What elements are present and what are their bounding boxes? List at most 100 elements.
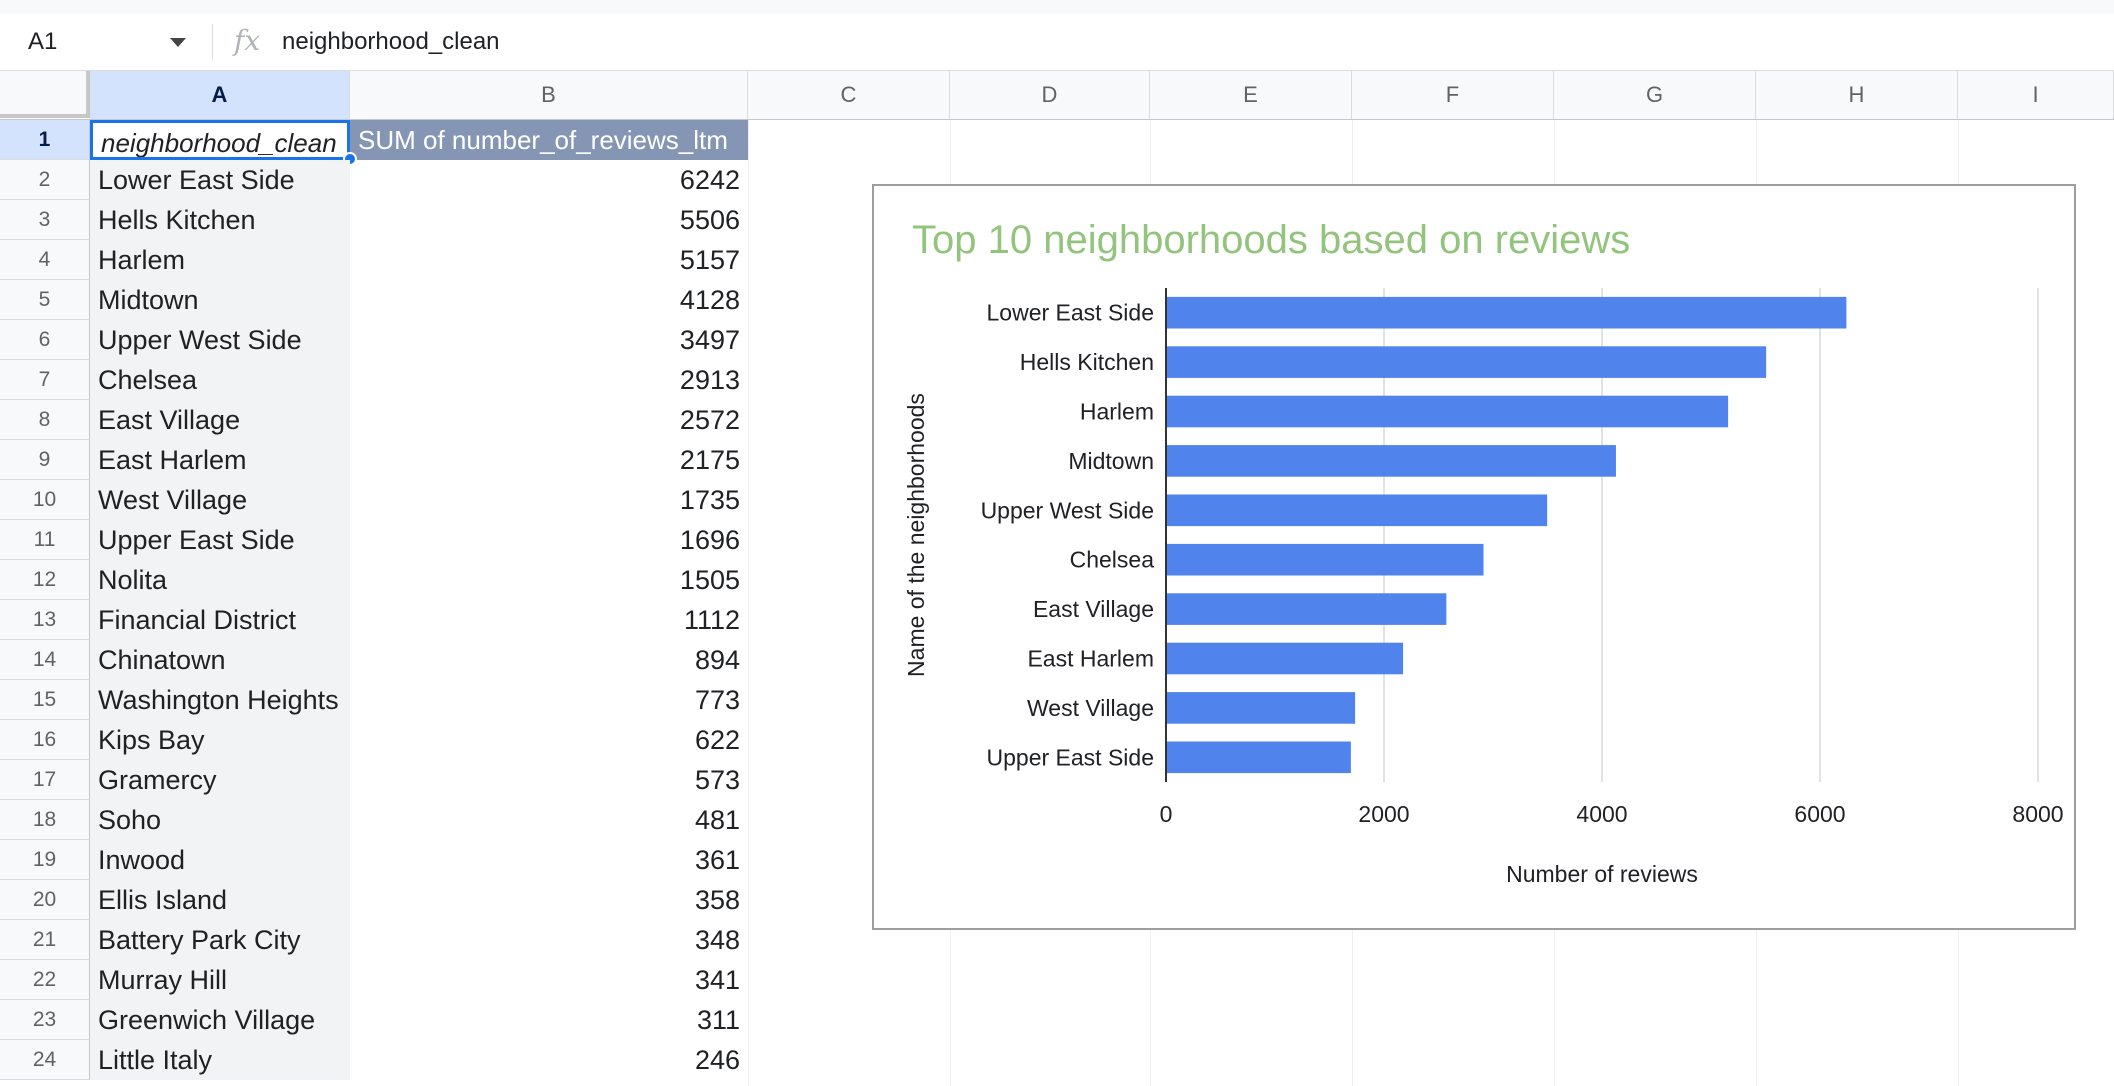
row-header-7[interactable]: 7 (0, 360, 90, 400)
column-header-d[interactable]: D (950, 71, 1150, 119)
cell-neighborhood[interactable]: Washington Heights (90, 680, 350, 720)
row-header-14[interactable]: 14 (0, 640, 90, 680)
cell-review-count[interactable]: 2175 (679, 445, 740, 475)
cell-neighborhood[interactable]: Financial District (90, 600, 350, 640)
cell-neighborhood[interactable]: Harlem (90, 240, 350, 280)
cell-neighborhood[interactable]: Greenwich Village (90, 1000, 350, 1040)
cell-neighborhood[interactable]: Kips Bay (90, 720, 350, 760)
row-header-12[interactable]: 12 (0, 560, 90, 600)
row-header-11[interactable]: 11 (0, 520, 90, 560)
row-header-19[interactable]: 19 (0, 840, 90, 880)
column-header-f[interactable]: F (1352, 71, 1554, 119)
cell-review-count[interactable]: 622 (694, 725, 740, 755)
row-header-3[interactable]: 3 (0, 200, 90, 240)
cell-neighborhood[interactable]: Soho (90, 800, 350, 840)
cell-review-count[interactable]: 1505 (679, 565, 740, 595)
row-header-18[interactable]: 18 (0, 800, 90, 840)
fx-icon: fx (234, 24, 261, 57)
cell-review-count[interactable]: 1735 (679, 485, 740, 515)
column-header-c[interactable]: C (748, 71, 950, 119)
cell-neighborhood[interactable]: Nolita (90, 560, 350, 600)
cell-neighborhood[interactable]: Gramercy (90, 760, 350, 800)
row-header-2[interactable]: 2 (0, 160, 90, 200)
row-header-5[interactable]: 5 (0, 280, 90, 320)
y-category-label: Hells Kitchen (1020, 349, 1154, 375)
row-header-8[interactable]: 8 (0, 400, 90, 440)
cell-review-count[interactable]: 5506 (679, 205, 740, 235)
cell-neighborhood[interactable]: Murray Hill (90, 960, 350, 1000)
x-tick-label: 2000 (1358, 801, 1409, 827)
row-header-24[interactable]: 24 (0, 1040, 90, 1080)
cell-neighborhood[interactable]: Ellis Island (90, 880, 350, 920)
cell-review-count[interactable]: 246 (694, 1045, 740, 1075)
select-all-corner[interactable] (0, 71, 90, 118)
y-category-label: Upper West Side (981, 497, 1154, 523)
cell-review-count[interactable]: 2572 (679, 405, 740, 435)
cell-review-count[interactable]: 1112 (683, 605, 740, 635)
cell-neighborhood[interactable]: Midtown (90, 280, 350, 320)
row-header-1[interactable]: 1 (0, 120, 90, 160)
cell-neighborhood[interactable]: Chinatown (90, 640, 350, 680)
cell-review-count[interactable]: 573 (694, 765, 740, 795)
cell-neighborhood[interactable]: Chelsea (90, 360, 350, 400)
row-header-20[interactable]: 20 (0, 880, 90, 920)
row-header-6[interactable]: 6 (0, 320, 90, 360)
cell-neighborhood[interactable]: Inwood (90, 840, 350, 880)
row-header-10[interactable]: 10 (0, 480, 90, 520)
cell-a1[interactable]: neighborhood_clean (90, 120, 350, 160)
cell-neighborhood[interactable]: Lower East Side (90, 160, 350, 200)
row-header-21[interactable]: 21 (0, 920, 90, 960)
cell-neighborhood[interactable]: Hells Kitchen (90, 200, 350, 240)
bar-east-harlem (1166, 642, 1404, 675)
cell-review-count[interactable]: 348 (694, 925, 740, 955)
cell-review-count[interactable]: 773 (694, 685, 740, 715)
cell-neighborhood[interactable]: Upper West Side (90, 320, 350, 360)
formula-input[interactable]: neighborhood_clean (282, 28, 500, 55)
row-header-22[interactable]: 22 (0, 960, 90, 1000)
cell-review-count[interactable]: 4128 (679, 285, 740, 315)
cell-review-count[interactable]: 894 (694, 645, 740, 675)
y-category-label: Lower East Side (987, 300, 1154, 326)
cell-neighborhood[interactable]: East Harlem (90, 440, 350, 480)
name-box[interactable]: A1 (28, 28, 58, 55)
column-header-g[interactable]: G (1554, 71, 1756, 119)
column-header-b[interactable]: B (350, 71, 748, 119)
cell-review-count[interactable]: 311 (696, 1005, 740, 1035)
column-header-e[interactable]: E (1150, 71, 1352, 119)
y-category-label: Harlem (1080, 399, 1154, 425)
cell-neighborhood[interactable]: Battery Park City (90, 920, 350, 960)
cell-neighborhood[interactable]: East Village (90, 400, 350, 440)
bar-harlem (1166, 395, 1729, 428)
cell-review-count[interactable]: 3497 (679, 325, 740, 355)
x-tick-label: 6000 (1794, 801, 1845, 827)
cell-neighborhood[interactable]: Upper East Side (90, 520, 350, 560)
cell-review-count[interactable]: 6242 (679, 165, 740, 195)
cell-review-count[interactable]: 358 (694, 885, 740, 915)
column-header-a[interactable]: A (90, 71, 350, 119)
row-header-15[interactable]: 15 (0, 680, 90, 720)
cell-review-count[interactable]: 361 (694, 845, 740, 875)
chart-container[interactable]: Top 10 neighborhoods based on reviews 0 2… (872, 184, 2076, 930)
row-header-4[interactable]: 4 (0, 240, 90, 280)
row-header-9[interactable]: 9 (0, 440, 90, 480)
cell-review-count[interactable]: 2913 (679, 365, 740, 395)
cell-neighborhood[interactable]: Little Italy (90, 1040, 350, 1080)
row-header-17[interactable]: 17 (0, 760, 90, 800)
cell-review-count[interactable]: 481 (694, 805, 740, 835)
formula-bar: A1 fx neighborhood_clean (0, 14, 2114, 71)
cell-b1[interactable]: SUM of number_of_reviews_ltm (350, 120, 748, 160)
cell-review-count[interactable]: 5157 (679, 245, 740, 275)
row-header-23[interactable]: 23 (0, 1000, 90, 1040)
bar-hells-kitchen (1166, 346, 1767, 378)
row-header-16[interactable]: 16 (0, 720, 90, 760)
column-header-i[interactable]: I (1958, 71, 2114, 119)
formula-bar-divider (212, 24, 213, 60)
cell-review-count[interactable]: 341 (694, 965, 740, 995)
row-header-13[interactable]: 13 (0, 600, 90, 640)
column-header-h[interactable]: H (1756, 71, 1958, 119)
cell-review-count[interactable]: 1696 (679, 525, 740, 555)
chevron-down-icon[interactable] (170, 38, 186, 47)
x-tick-label: 4000 (1576, 801, 1627, 827)
cell-neighborhood[interactable]: West Village (90, 480, 350, 520)
